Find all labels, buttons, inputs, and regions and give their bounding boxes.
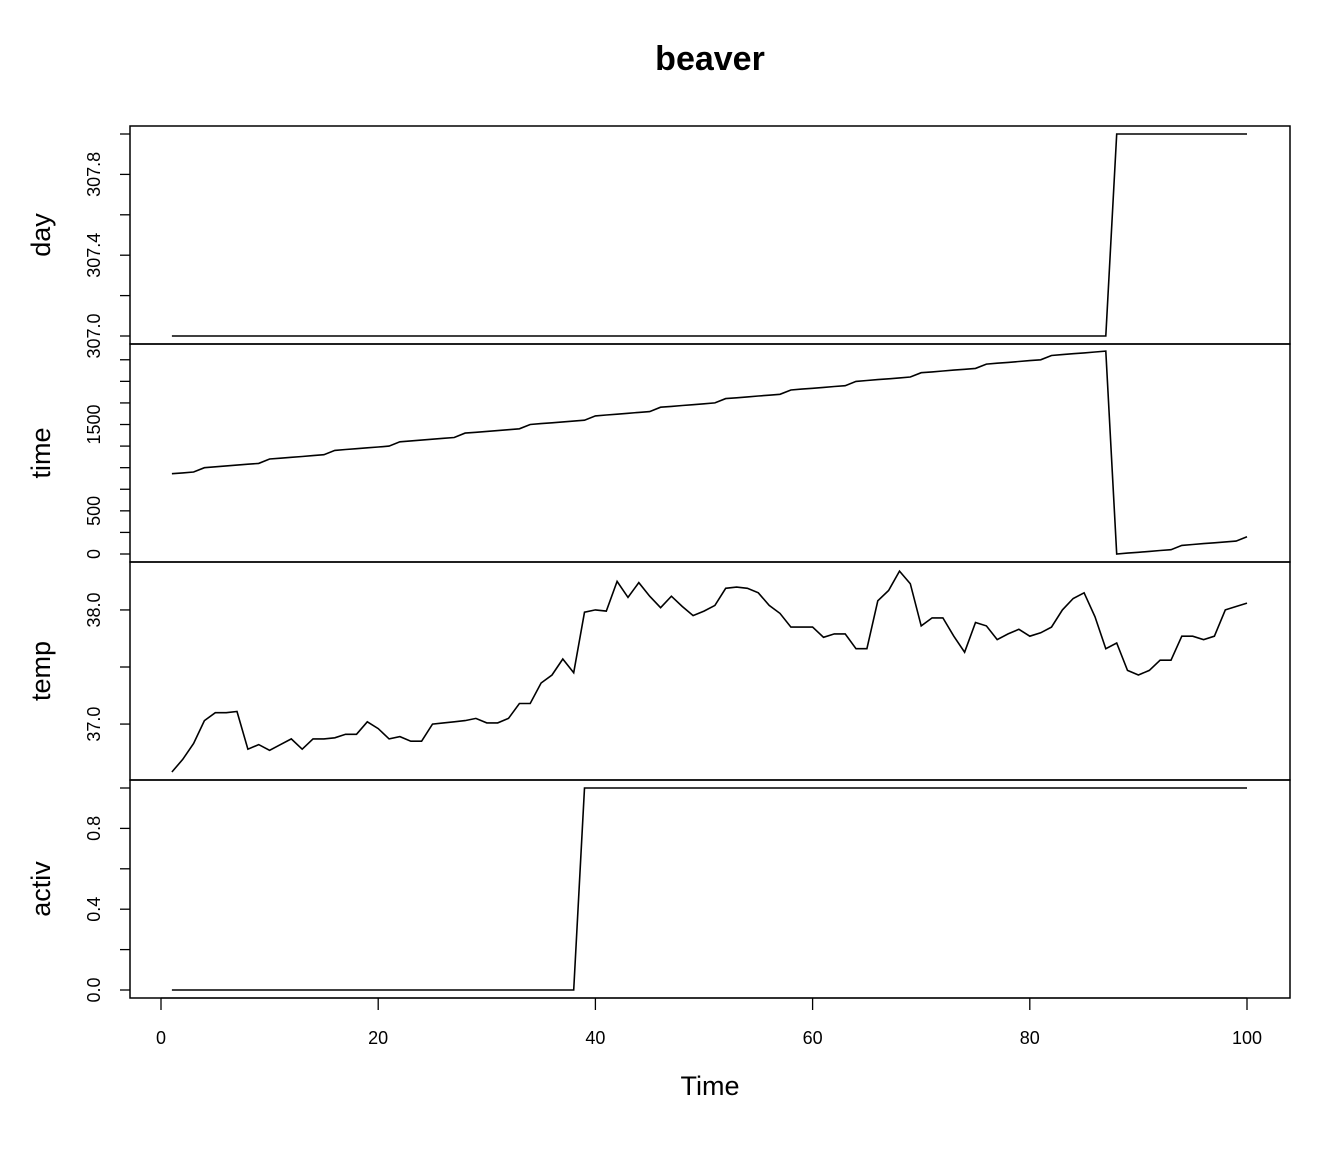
series-line-time: [171, 350, 1248, 555]
panel-time: 0 500 1500 time: [26, 343, 1291, 563]
y-tick-label-day: 307.0: [84, 313, 104, 358]
panel-temp: 37.0 38.0 temp: [26, 561, 1291, 781]
y-tick-label-time: 500: [84, 496, 104, 526]
y-axis-title-activ: activ: [26, 861, 56, 917]
y-tick-label-activ: 0.4: [84, 897, 104, 922]
y-axis-title-temp: temp: [26, 641, 56, 701]
panel-activ: 0.0 0.4 0.8 activ: [26, 779, 1291, 1003]
x-tick-label: 60: [803, 1028, 823, 1048]
y-tick-label-day: 307.8: [84, 152, 104, 197]
panels-layer: 307.0 307.4 307.8 day 0 500 1500 time 37.0 38.0 te…: [26, 125, 1291, 1003]
y-axis-title-time: time: [26, 427, 56, 478]
y-tick-label-temp: 37.0: [84, 707, 104, 742]
series-line-day: [171, 133, 1247, 337]
y-axis-title-day: day: [26, 213, 56, 257]
y-tick-label-activ: 0.0: [84, 977, 104, 1002]
panel-frame-activ: [129, 779, 1291, 999]
x-tick-label: 100: [1232, 1028, 1262, 1048]
y-tick-label-activ: 0.8: [84, 816, 104, 841]
y-tick-label-temp: 38.0: [84, 592, 104, 627]
x-tick-label: 20: [368, 1028, 388, 1048]
series-line-activ: [171, 787, 1247, 991]
x-axis: 0 20 40 60 80 100: [156, 997, 1262, 1048]
y-tick-label-time: 1500: [84, 404, 104, 444]
y-tick-label-time: 0: [84, 549, 104, 559]
chart-title: beaver: [655, 40, 765, 78]
panel-day: 307.0 307.4 307.8 day: [26, 125, 1291, 359]
y-tick-label-day: 307.4: [84, 233, 104, 278]
x-tick-label: 40: [585, 1028, 605, 1048]
x-tick-label: 80: [1020, 1028, 1040, 1048]
series-line-temp: [171, 569, 1248, 773]
x-tick-label: 0: [156, 1028, 166, 1048]
x-axis-title: Time: [681, 1071, 740, 1101]
